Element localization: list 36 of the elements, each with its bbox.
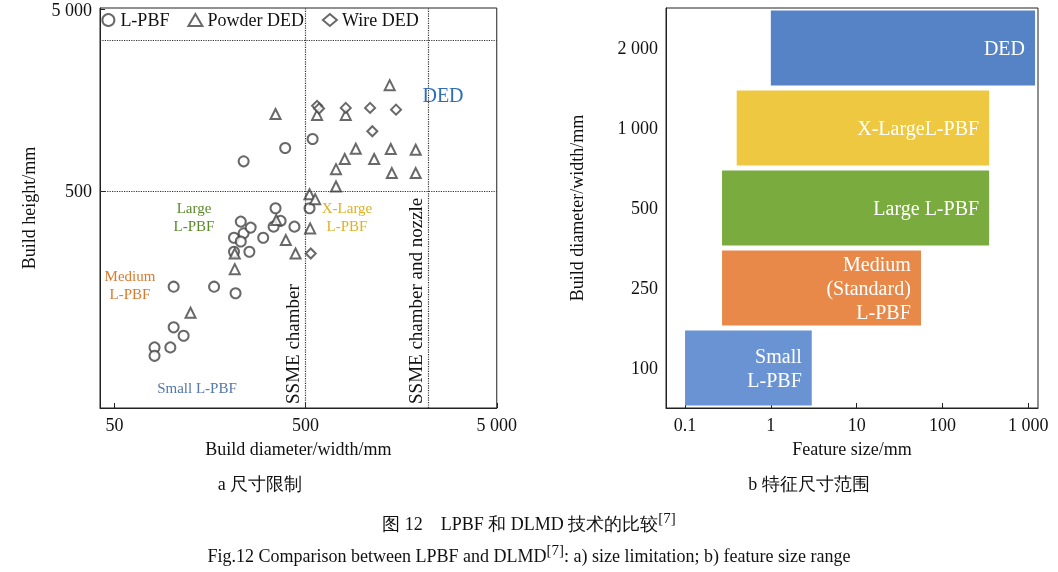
caption: Fig.12 Comparison between LPBF and DLMD$^{[7]}$: a) size limitation; b) feature size range: [206, 541, 852, 568]
legend-label: L-PBF: [120, 10, 170, 30]
annotation: Large L-PBF: [873, 197, 980, 220]
annotation: DED: [983, 37, 1026, 59]
annotation: Large L-PBF: [173, 200, 215, 234]
x-axis-title: Build diameter/width/mm: [205, 439, 392, 459]
annotation: Medium (Standard) L-PBF: [826, 253, 912, 323]
annotation: Small L-PBF: [157, 380, 237, 396]
text: a 尺寸限制: [217, 474, 303, 494]
y-tick-label: 100: [631, 358, 658, 378]
caption: 图 12 LPBF 和 DLMD 技术的比较$^{[7]}$: [381, 509, 677, 536]
x-tick-label: 5 000: [476, 415, 517, 435]
x-tick-label: 0.1: [673, 415, 697, 435]
text: b 特征尺寸范围: [748, 474, 870, 494]
annotation: X-LargeL-PBF: [857, 117, 980, 140]
y-axis-title: Build diameter/width/mm: [567, 114, 587, 302]
x-tick-label: 1 000: [1007, 415, 1049, 435]
annotation: Medium L-PBF: [104, 268, 156, 302]
y-tick-label: 1 000: [617, 118, 658, 138]
y-tick-label: 500: [631, 198, 658, 218]
annotation: DED: [422, 84, 464, 106]
x-tick-label: 100: [928, 415, 956, 435]
x-tick-label: 50: [105, 415, 124, 435]
y-axis-title: Build height/mm: [19, 146, 39, 270]
legend-label: Powder DED: [207, 10, 304, 30]
legend-label: Wire DED: [341, 10, 419, 30]
x-tick-label: 10: [847, 415, 866, 435]
x-axis-title: Feature size/mm: [792, 439, 912, 459]
x-tick-label: 500: [292, 415, 320, 435]
y-tick-label: 2 000: [617, 38, 658, 58]
x-tick-label: 1: [766, 415, 776, 435]
ref-line-label: SSME chamber and nozzle: [404, 197, 426, 404]
y-tick-label: 250: [631, 278, 658, 298]
annotation: X-Large L-PBF: [321, 200, 373, 234]
ref-line-label: SSME chamber: [281, 283, 303, 404]
annotation: Small L-PBF: [747, 345, 803, 391]
